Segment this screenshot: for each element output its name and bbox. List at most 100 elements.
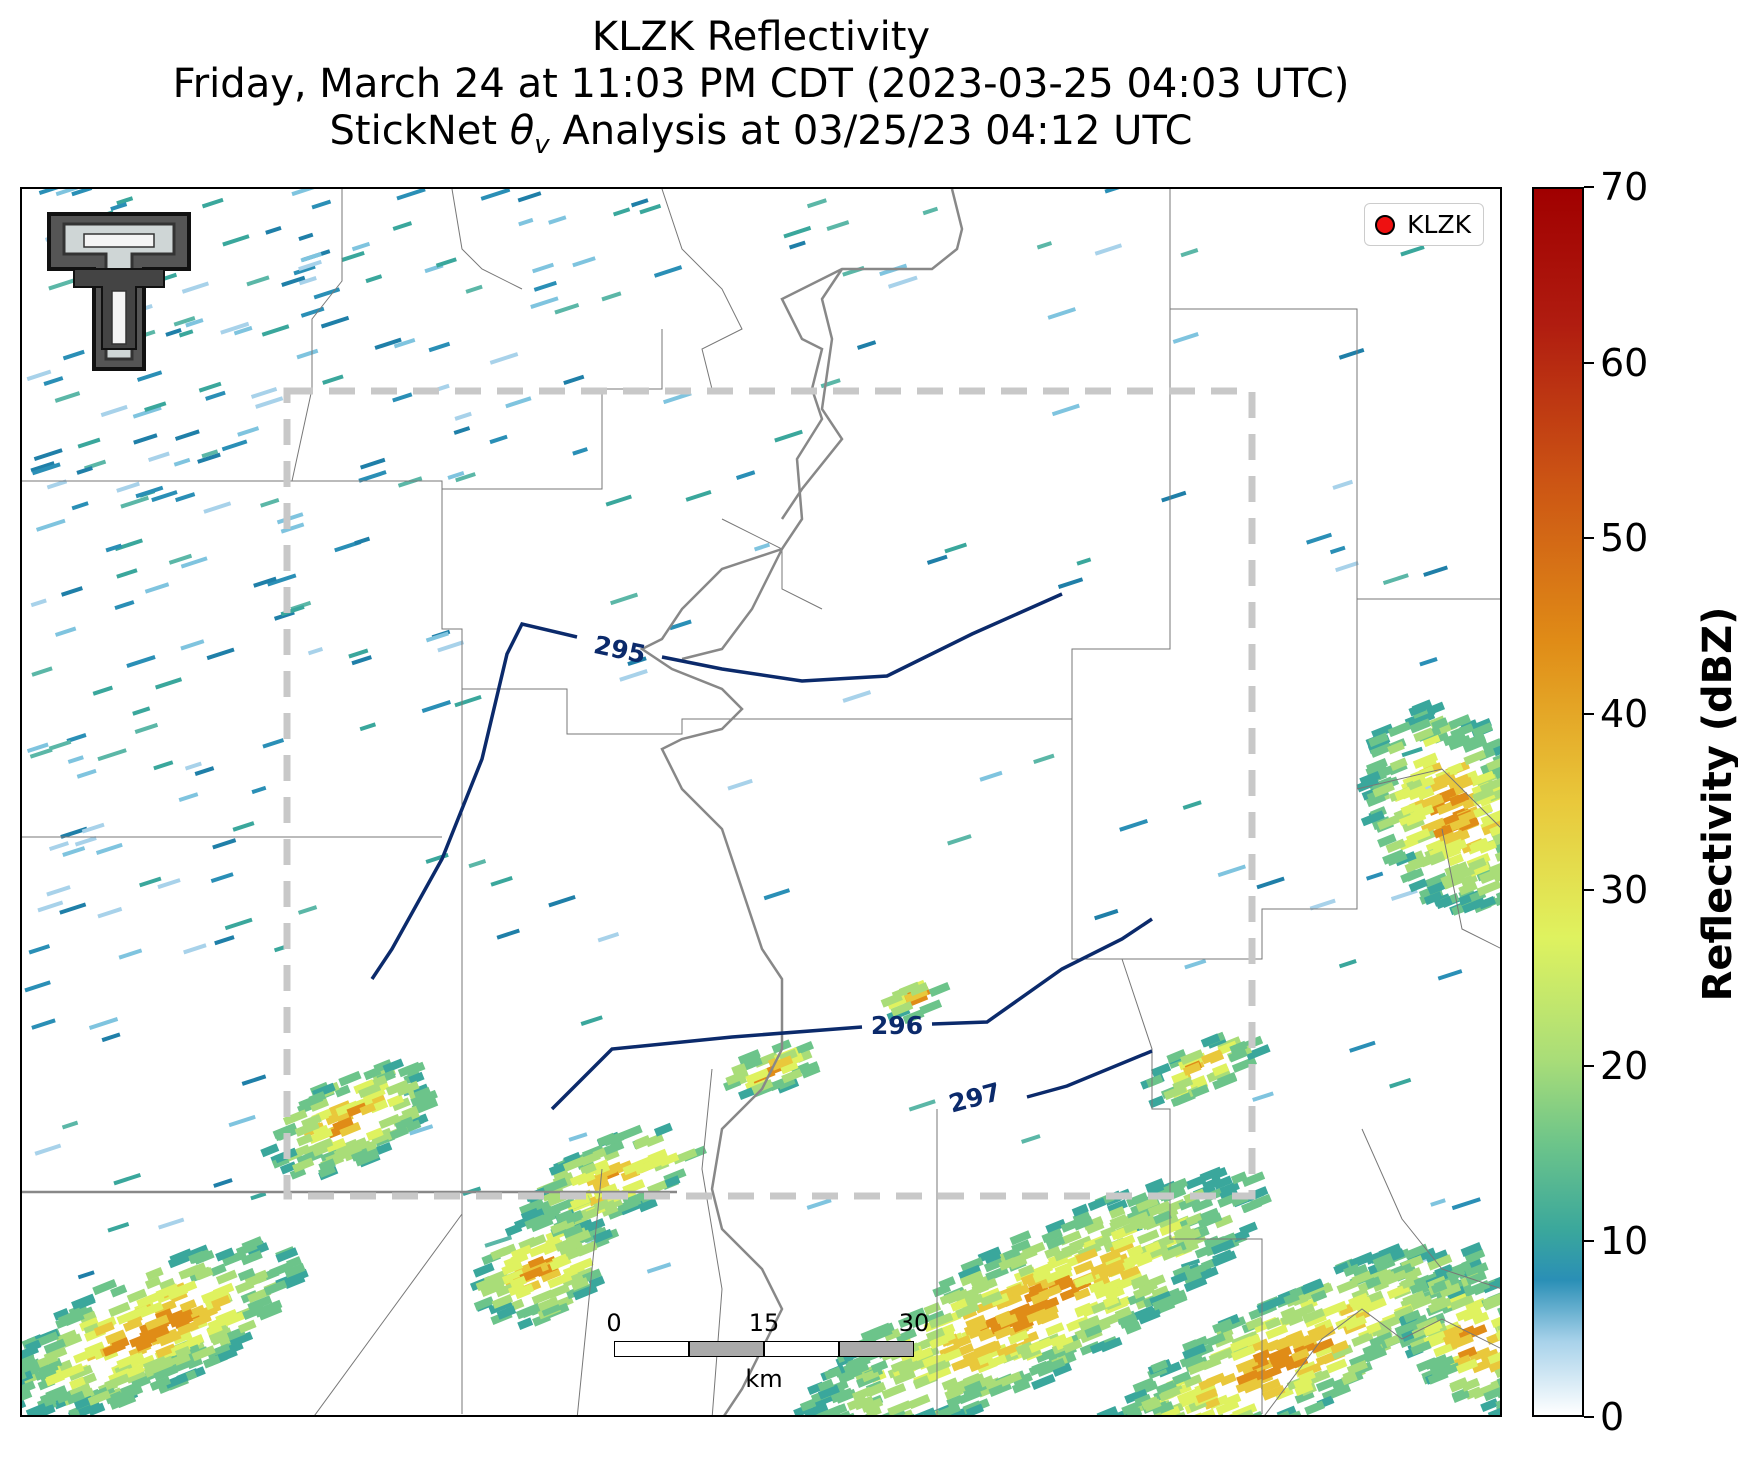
reflectivity-cell xyxy=(1090,1262,1109,1277)
reflectivity-cell xyxy=(105,1390,124,1405)
reflectivity-speckle xyxy=(1419,657,1438,667)
reflectivity-cell xyxy=(1293,1375,1313,1390)
reflectivity-cell xyxy=(314,1137,334,1152)
reflectivity-speckle xyxy=(92,685,114,696)
reflectivity-cell xyxy=(1472,1384,1494,1400)
reflectivity-speckle xyxy=(490,876,513,887)
reflectivity-cell xyxy=(941,1377,959,1391)
reflectivity-cell xyxy=(1419,851,1445,868)
reflectivity-speckle xyxy=(224,917,253,931)
reflectivity-cell xyxy=(1481,738,1500,753)
reflectivity-cell xyxy=(1378,1243,1402,1259)
reflectivity-speckle xyxy=(322,374,344,385)
reflectivity-speckle xyxy=(34,1143,62,1156)
reflectivity-cell xyxy=(1230,1171,1248,1185)
reflectivity-speckle xyxy=(48,739,72,751)
reflectivity-cell xyxy=(1382,849,1406,865)
reflectivity-cell xyxy=(770,1055,794,1071)
reflectivity-cell xyxy=(565,1247,584,1261)
reflectivity-cell xyxy=(1279,1414,1299,1415)
contour-label-297: 297 xyxy=(946,1077,1004,1119)
colorbar-tick-label: 0 xyxy=(1600,1395,1625,1439)
contour-label-296: 296 xyxy=(871,1011,923,1040)
reflectivity-cell xyxy=(1464,1262,1489,1279)
reflectivity-cell xyxy=(743,1056,763,1071)
reflectivity-cell xyxy=(1412,752,1439,769)
reflectivity-speckle xyxy=(46,479,68,490)
reflectivity-cell xyxy=(1494,765,1500,780)
reflectivity-cell xyxy=(954,1380,973,1395)
reflectivity-speckle xyxy=(358,470,387,483)
reflectivity-cell xyxy=(1111,1234,1136,1251)
reflectivity-speckle xyxy=(116,481,140,493)
reflectivity-cell xyxy=(491,1294,514,1309)
reflectivity-cell xyxy=(318,1158,336,1172)
reflectivity-cell xyxy=(291,1157,315,1173)
reflectivity-cell xyxy=(1442,1331,1461,1346)
reflectivity-cell xyxy=(496,1305,517,1320)
reflectivity-cell xyxy=(1310,1337,1335,1354)
reflectivity-cell xyxy=(1478,839,1498,854)
contour-295-line xyxy=(370,621,578,980)
reflectivity-cell xyxy=(1291,1293,1309,1307)
reflectivity-cell xyxy=(998,1257,1017,1271)
reflectivity-cell xyxy=(978,1277,998,1292)
title-line-2: Friday, March 24 at 11:03 PM CDT (2023-0… xyxy=(172,61,1350,107)
reflectivity-speckle xyxy=(228,1114,256,1128)
reflectivity-cell xyxy=(1450,723,1475,740)
reflectivity-cell xyxy=(1346,1360,1368,1375)
reflectivity-cell xyxy=(1405,867,1425,882)
reflectivity-cell xyxy=(1211,1250,1237,1267)
reflectivity-cell xyxy=(963,1319,988,1336)
reflectivity-cell xyxy=(193,1266,212,1280)
reflectivity-cell xyxy=(1168,1177,1188,1193)
reflectivity-cell xyxy=(865,1405,882,1415)
reflectivity-speckle xyxy=(727,778,753,791)
reflectivity-speckle xyxy=(88,1017,119,1030)
reflectivity-cell xyxy=(1184,1263,1207,1280)
reflectivity-cell xyxy=(122,1317,143,1332)
reflectivity-cell xyxy=(926,1365,952,1383)
reflectivity-cell xyxy=(1264,1317,1282,1330)
reflectivity-cell xyxy=(881,1383,907,1400)
reflectivity-speckle xyxy=(213,1178,233,1188)
reflectivity-cell xyxy=(1451,1389,1470,1403)
reflectivity-cell xyxy=(1471,722,1494,738)
reflectivity-cell xyxy=(1483,1386,1500,1402)
reflectivity-cell xyxy=(1491,866,1500,881)
reflectivity-cell xyxy=(1140,1412,1164,1415)
reflectivity-cell xyxy=(284,1263,306,1278)
reflectivity-cell xyxy=(897,1314,917,1329)
reflectivity-cell xyxy=(1187,1360,1208,1376)
reflectivity-cell xyxy=(550,1197,576,1214)
colorbar-tick-label: 70 xyxy=(1600,165,1649,209)
colorbar-tick-mark xyxy=(1584,713,1594,716)
reflectivity-cell xyxy=(1202,1176,1223,1191)
reflectivity-cell xyxy=(1410,1294,1433,1311)
reflectivity-speckle xyxy=(465,284,483,294)
reflectivity-speckle xyxy=(454,695,482,708)
reflectivity-cell xyxy=(890,1357,914,1373)
reflectivity-cell xyxy=(1447,853,1464,867)
reflectivity-speckle xyxy=(774,429,803,443)
radar-map[interactable]: 295 296 297 KLZK 0 15 30 km xyxy=(20,187,1502,1417)
reflectivity-cell xyxy=(1242,1411,1264,1415)
reflectivity-speckle xyxy=(267,573,297,587)
reflectivity-cell xyxy=(1372,782,1395,798)
reflectivity-cell xyxy=(1174,1223,1192,1237)
reflectivity-speckle xyxy=(132,405,162,419)
reflectivity-cell xyxy=(1171,1070,1189,1084)
reflectivity-speckle xyxy=(359,722,377,732)
reflectivity-speckle xyxy=(548,895,576,908)
reflectivity-cell xyxy=(179,1299,197,1313)
reflectivity-cell xyxy=(60,1363,85,1379)
reflectivity-cell xyxy=(1072,1210,1091,1225)
reflectivity-cell xyxy=(1073,1216,1094,1231)
reflectivity-speckle xyxy=(297,905,318,915)
reflectivity-speckle xyxy=(1094,243,1123,256)
reflectivity-speckle xyxy=(61,1120,79,1130)
reflectivity-cell xyxy=(155,1283,180,1300)
reflectivity-cell xyxy=(1329,1383,1352,1399)
colorbar-tick-mark xyxy=(1584,537,1594,540)
reflectivity-cell xyxy=(1182,1343,1207,1360)
